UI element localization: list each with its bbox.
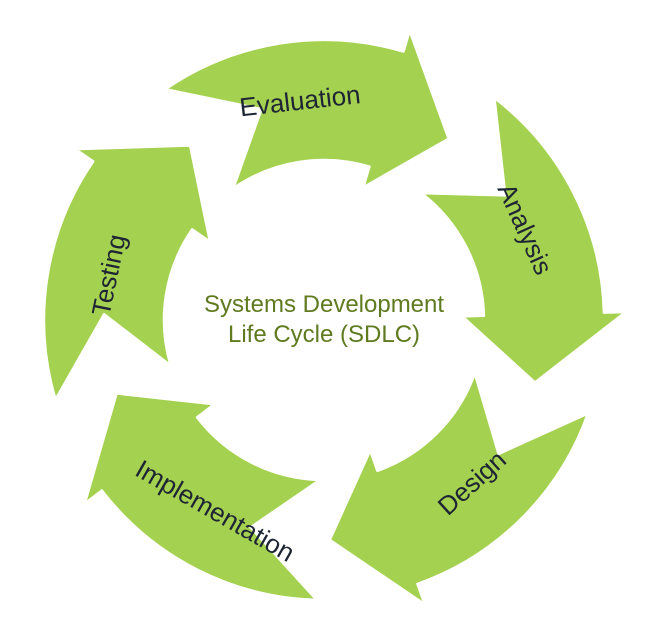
cycle-segment	[85, 393, 320, 599]
sdlc-cycle-diagram: Systems Development Life Cycle (SDLC) An…	[0, 0, 648, 634]
cycle-segment	[421, 98, 625, 383]
cycle-segment	[165, 31, 448, 188]
cycle-segment	[330, 373, 588, 604]
cycle-segment	[44, 145, 210, 399]
cycle-ring-svg	[0, 0, 648, 634]
